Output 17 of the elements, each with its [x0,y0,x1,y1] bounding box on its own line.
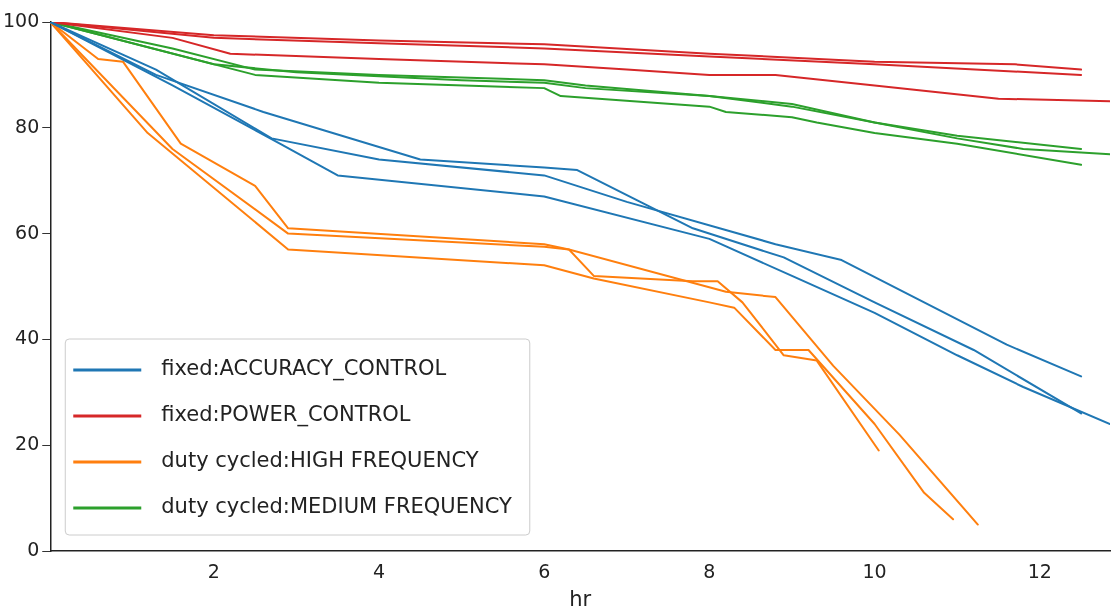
x-tick-label: 8 [703,560,716,583]
x-axis-title: hr [569,586,592,611]
legend-label: duty cycled:HIGH FREQUENCY [161,448,479,473]
x-tick-label: 10 [862,560,887,583]
legend-label: duty cycled:MEDIUM FREQUENCY [161,494,512,519]
legend-label: fixed:ACCURACY_CONTROL [161,356,447,382]
x-tick-label: 4 [372,560,386,583]
y-tick-label: 0 [27,537,40,560]
y-tick-label: 40 [15,326,40,349]
y-tick-label: 60 [15,220,40,243]
x-tick-label: 2 [207,560,220,583]
legend-label: fixed:POWER_CONTROL [161,402,411,428]
x-tick-label: 6 [538,560,551,583]
x-tick-label: 12 [1027,560,1052,583]
y-tick-label: 20 [15,432,40,455]
y-tick-label: 80 [15,114,40,137]
y-tick-label: 100 [3,8,40,31]
